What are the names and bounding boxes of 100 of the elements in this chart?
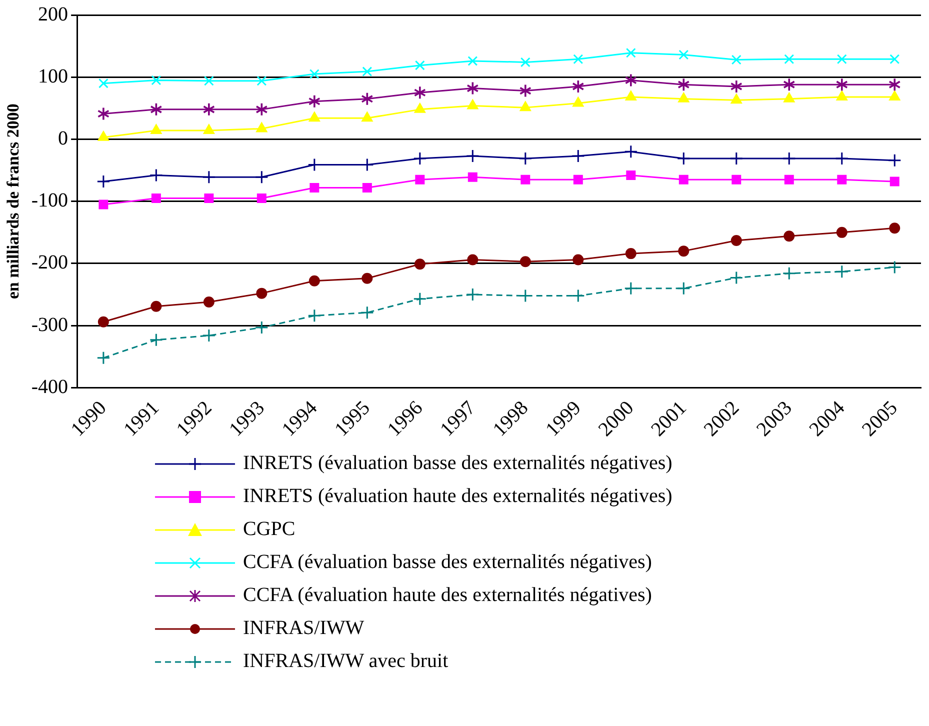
point — [837, 174, 847, 184]
point — [414, 258, 426, 270]
point — [678, 50, 689, 60]
point — [98, 200, 108, 210]
point — [625, 248, 636, 260]
point — [308, 275, 320, 286]
point — [890, 54, 900, 64]
point — [678, 246, 690, 257]
point — [888, 78, 900, 91]
legend-label: CGPC — [243, 518, 296, 541]
point — [204, 194, 214, 204]
point — [520, 101, 532, 112]
point — [204, 76, 214, 86]
x-tick-label: 1991 — [120, 396, 164, 441]
point — [730, 152, 744, 166]
point — [203, 296, 214, 308]
point — [888, 90, 900, 101]
point — [676, 282, 690, 296]
point — [413, 152, 427, 166]
point — [466, 149, 480, 163]
point — [150, 124, 162, 134]
point — [835, 152, 849, 166]
point — [573, 54, 584, 64]
point — [520, 174, 530, 184]
point — [98, 130, 110, 141]
y-axis-title: en milliards de francs 2000 — [4, 104, 23, 300]
point — [151, 194, 161, 204]
point — [413, 292, 427, 306]
point — [730, 235, 742, 246]
point — [836, 78, 848, 91]
point — [308, 308, 322, 322]
point — [414, 102, 426, 113]
point — [783, 78, 795, 91]
legend-label: CCFA (évaluation haute des externalités négatives) — [243, 584, 652, 607]
y-tick-label: -400 — [31, 376, 68, 398]
point — [784, 54, 794, 64]
point — [784, 174, 794, 184]
point — [361, 112, 373, 122]
legend-label: INFRAS/IWW — [243, 617, 364, 640]
point — [203, 124, 215, 134]
point — [889, 222, 900, 234]
point — [836, 54, 847, 64]
point — [256, 103, 268, 116]
point — [150, 103, 162, 116]
point — [678, 174, 688, 184]
point — [256, 122, 268, 132]
point — [254, 170, 268, 184]
point — [782, 152, 796, 166]
point — [362, 272, 373, 284]
point — [414, 60, 425, 70]
point — [96, 174, 110, 188]
point — [467, 82, 478, 94]
point — [782, 266, 796, 280]
point — [98, 108, 110, 120]
point — [730, 271, 744, 285]
legend-label: INFRAS/IWW avec bruit — [243, 650, 448, 673]
point — [520, 256, 531, 268]
point — [149, 168, 163, 182]
point — [468, 172, 478, 182]
point — [254, 320, 268, 334]
y-tick-label: -200 — [31, 252, 68, 274]
point — [96, 351, 110, 365]
y-tick-label: -100 — [31, 190, 68, 212]
point — [626, 48, 636, 58]
point — [362, 182, 372, 192]
point — [625, 74, 637, 86]
y-tick-label: -300 — [31, 314, 68, 336]
point — [202, 170, 216, 184]
point — [256, 194, 266, 204]
point — [732, 174, 742, 184]
point — [572, 96, 584, 107]
point — [203, 103, 215, 116]
point — [626, 170, 636, 180]
y-tick-label: 200 — [38, 3, 68, 26]
point — [624, 282, 638, 296]
point — [520, 57, 530, 68]
point — [888, 154, 902, 168]
point — [98, 78, 108, 88]
point — [309, 69, 320, 80]
point — [466, 99, 478, 110]
point — [308, 95, 320, 108]
point — [520, 84, 532, 97]
point — [835, 264, 849, 278]
point — [730, 80, 742, 92]
point — [572, 254, 584, 266]
legend-label: INRETS (évaluation basse des externalités négatives) — [243, 452, 672, 475]
legend-label: CCFA (évaluation basse des externalités négatives) — [243, 551, 652, 574]
point — [678, 92, 690, 102]
point — [518, 152, 532, 166]
point — [571, 149, 585, 163]
point — [414, 86, 426, 99]
point — [202, 328, 216, 342]
point — [888, 260, 902, 274]
point — [308, 112, 320, 122]
point — [415, 174, 425, 184]
point — [625, 90, 637, 101]
point — [151, 75, 162, 86]
point — [784, 230, 795, 242]
point — [360, 306, 374, 320]
point — [256, 288, 268, 299]
